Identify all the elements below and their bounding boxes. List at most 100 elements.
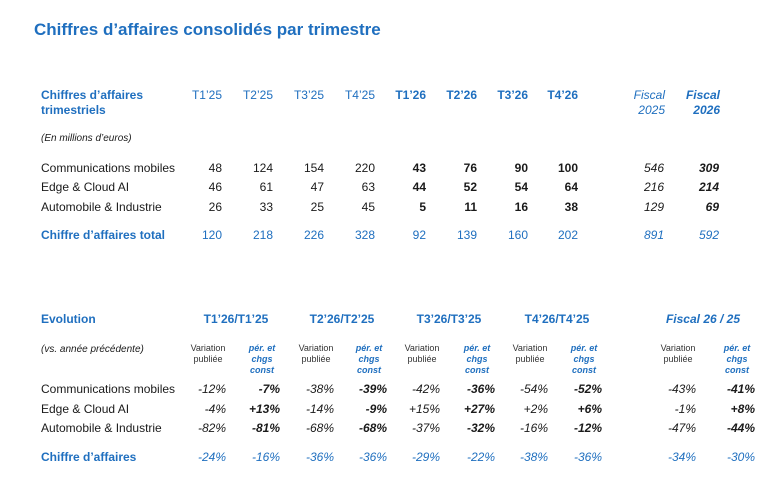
table1-header-label: Chiffres d’affaires trimestriels — [41, 88, 143, 118]
quarter-header: T2’25 — [242, 88, 273, 102]
total-value: 226 — [303, 228, 324, 242]
cell-value: 54 — [514, 180, 528, 194]
subheader-line: const — [249, 365, 274, 375]
row-label: Automobile & Industrie — [41, 200, 162, 214]
cell-value: 11 — [464, 200, 477, 214]
subheader-line: publiée — [301, 354, 331, 364]
cell-value: 64 — [564, 180, 578, 194]
subheader-line: const — [724, 365, 749, 375]
total-variation-value: -34% — [667, 450, 696, 464]
table1-fiscal-2025-header: Fiscal 2025 — [634, 88, 665, 118]
constant-scope-value: -12% — [573, 421, 602, 435]
constant-scope-value: -68% — [358, 421, 387, 435]
subheader-line: chgs — [466, 354, 488, 364]
cell-value: 38 — [564, 200, 578, 214]
published-variation-subheader: Variation publiée — [505, 343, 555, 365]
fiscal-year-2025: 2025 — [638, 103, 665, 117]
published-value: -82% — [197, 421, 226, 435]
subheader-line: chgs — [726, 354, 748, 364]
constant-scope-value: +6% — [577, 402, 602, 416]
fiscal-2026-value: 214 — [698, 180, 719, 194]
comparison-note: (vs. année précédente) — [41, 344, 144, 355]
total-value: 120 — [201, 228, 222, 242]
subheader-line: pér. et — [355, 343, 383, 353]
total-value: 328 — [354, 228, 375, 242]
table1-header-label-line2: trimestriels — [41, 103, 106, 117]
table1-header-label-line1: Chiffres d’affaires — [41, 88, 144, 102]
total-variation-value: -29% — [411, 450, 440, 464]
subheader-line: chgs — [573, 354, 595, 364]
constant-scope-subheader: pér. et chgs const — [712, 343, 762, 376]
cell-value: 45 — [361, 200, 375, 214]
cell-value: 5 — [419, 200, 426, 214]
total-variation-value: -36% — [305, 450, 334, 464]
cell-value: 90 — [514, 161, 528, 175]
published-value: -14% — [305, 402, 334, 416]
quarter-header: T1’25 — [191, 88, 222, 102]
fiscal-year-2026: 2026 — [693, 103, 720, 117]
total-variation-value: -22% — [466, 450, 495, 464]
published-value: -38% — [305, 382, 334, 396]
fiscal-2025-value: 546 — [643, 161, 664, 175]
cell-value: 220 — [354, 161, 375, 175]
total-fiscal-2025: 891 — [643, 228, 664, 242]
cell-value: 25 — [310, 200, 324, 214]
cell-value: 52 — [463, 180, 477, 194]
quarter-header: T1’26 — [395, 88, 426, 102]
constant-scope-subheader: pér. et chgs const — [344, 343, 394, 376]
fiscal-2026-value: 69 — [705, 200, 719, 214]
published-value: +15% — [408, 402, 440, 416]
cell-value: 100 — [557, 161, 578, 175]
constant-scope-value: -32% — [466, 421, 495, 435]
subheader-line: const — [571, 365, 596, 375]
cell-value: 76 — [463, 161, 477, 175]
constant-scope-value: -44% — [726, 421, 755, 435]
constant-scope-value: -81% — [251, 421, 280, 435]
cell-value: 33 — [259, 200, 273, 214]
subheader-line: Variation — [660, 343, 696, 353]
total-row-label: Chiffre d’affaires — [41, 450, 137, 464]
subheader-line: publiée — [663, 354, 693, 364]
constant-scope-value: -41% — [726, 382, 755, 396]
row-label: Communications mobiles — [41, 382, 176, 396]
cell-value: 43 — [412, 161, 426, 175]
fiscal-label: Fiscal — [685, 88, 720, 102]
row-label: Edge & Cloud AI — [41, 402, 130, 416]
total-fiscal-2026: 592 — [698, 228, 719, 242]
row-label: Edge & Cloud AI — [41, 180, 130, 194]
published-value: -47% — [667, 421, 696, 435]
subheader-line: const — [464, 365, 489, 375]
period-header: Fiscal 26 / 25 — [665, 312, 741, 326]
fiscal-label: Fiscal — [633, 88, 665, 102]
published-value: -68% — [305, 421, 334, 435]
cell-value: 16 — [514, 200, 528, 214]
unit-note: (En millions d’euros) — [41, 133, 132, 144]
total-variation-value: -38% — [519, 450, 548, 464]
period-header: T3’26/T3’25 — [416, 312, 482, 326]
subheader-line: pér. et — [570, 343, 598, 353]
subheader-line: chgs — [251, 354, 273, 364]
subheader-line: Variation — [512, 343, 548, 353]
cell-value: 46 — [208, 180, 222, 194]
constant-scope-value: -52% — [573, 382, 602, 396]
total-variation-value: -36% — [358, 450, 387, 464]
cell-value: 48 — [208, 161, 222, 175]
constant-scope-subheader: pér. et chgs const — [452, 343, 502, 376]
published-variation-subheader: Variation publiée — [183, 343, 233, 365]
cell-value: 44 — [412, 180, 426, 194]
total-value: 218 — [252, 228, 273, 242]
total-variation-value: -16% — [251, 450, 280, 464]
subheader-line: const — [356, 365, 381, 375]
cell-value: 26 — [208, 200, 222, 214]
subheader-line: Variation — [190, 343, 226, 353]
published-value: -1% — [674, 402, 696, 416]
cell-value: 63 — [361, 180, 375, 194]
period-header: T1’26/T1’25 — [203, 312, 269, 326]
constant-scope-value: -36% — [466, 382, 495, 396]
constant-scope-value: +13% — [248, 402, 280, 416]
cell-value: 61 — [259, 180, 273, 194]
total-variation-value: -36% — [573, 450, 602, 464]
row-label: Automobile & Industrie — [41, 421, 162, 435]
published-value: -12% — [197, 382, 226, 396]
total-row-label: Chiffre d’affaires total — [41, 228, 166, 242]
